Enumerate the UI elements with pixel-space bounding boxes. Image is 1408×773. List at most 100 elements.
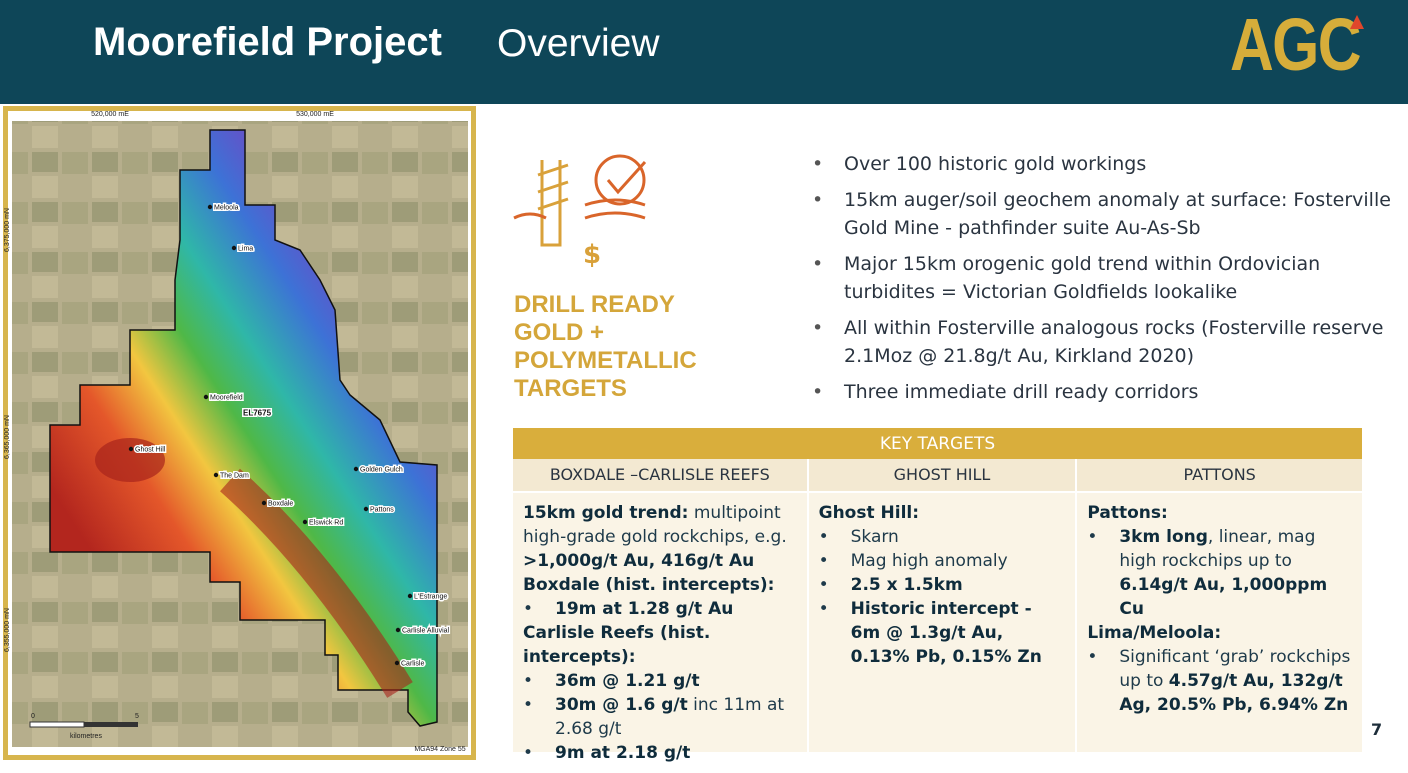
- drill-icon: $: [513, 154, 647, 270]
- place-label: Golden Gulch: [360, 467, 403, 474]
- column-heading: BOXDALE –CARLISLE REEFS: [513, 459, 807, 493]
- place-label: Carlisle: [401, 661, 424, 668]
- column-body: Ghost Hill: Skarn Mag high anomaly 2.5 x 1.…: [809, 493, 1076, 677]
- text-run: 9m at 2.18 g/t: [555, 743, 691, 763]
- text-run: 30m @ 1.6 g/t: [555, 695, 688, 715]
- bullet: Over 100 historic gold workings: [812, 150, 1402, 178]
- text-run: 6.14g/t Au, 1,000ppm Cu: [1119, 575, 1328, 619]
- text-run: Historic intercept - 6m @ 1.3g/t Au, 0.1…: [850, 599, 1042, 667]
- place-label: Elswick Rd: [309, 520, 343, 527]
- table-columns: BOXDALE –CARLISLE REEFS 15km gold trend: …: [513, 459, 1362, 765]
- subtitle: Overview: [497, 22, 660, 65]
- text-run: Ghost Hill:: [818, 503, 920, 523]
- bullet-item: 30m @ 1.6 g/t inc 11m at 2.68 g/t: [523, 693, 797, 741]
- place-dot: [363, 506, 369, 512]
- scale-label: MGA94 Zone 55: [414, 746, 465, 753]
- place-dot: [231, 245, 237, 251]
- place-dot: [394, 660, 400, 666]
- text-run: Significant ‘grab’ rockchips up to: [1119, 647, 1351, 691]
- headline-line: TARGETS: [514, 375, 627, 402]
- page-number: 7: [1371, 720, 1383, 739]
- table-column: BOXDALE –CARLISLE REEFS 15km gold trend: …: [513, 459, 809, 765]
- column-heading: PATTONS: [1077, 459, 1362, 493]
- headline: DRILL READY GOLD + POLYMETALLIC TARGETS: [514, 291, 697, 403]
- logo: AGC: [1230, 3, 1362, 86]
- column-body: Pattons: 3km long, linear, mag high rockc…: [1077, 493, 1362, 725]
- bullet-item: Historic intercept - 6m @ 1.3g/t Au, 0.1…: [819, 597, 1066, 669]
- text-run: Lima/Meloola:: [1087, 623, 1222, 643]
- svg-text:$: $: [583, 240, 601, 270]
- map-labels: 520,000 mE 530,000 mE 6,375,000 mN 6,365,00…: [4, 111, 466, 753]
- text-run: >1,000g/t Au, 416g/t Au: [523, 551, 755, 571]
- text-run: Boxdale (hist. intercepts):: [523, 575, 775, 595]
- text-run: Pattons:: [1087, 503, 1168, 523]
- bullet-item: Significant ‘grab’ rockchips up to 4.57g…: [1087, 645, 1352, 717]
- text-run: Mag high anomaly: [850, 551, 1008, 571]
- bullet-item: 36m @ 1.21 g/t: [523, 669, 797, 693]
- bullet: Major 15km orogenic gold trend within Or…: [812, 250, 1402, 306]
- table-title: KEY TARGETS: [513, 428, 1362, 459]
- bullet-item: Mag high anomaly: [819, 549, 1066, 573]
- place-label: L'Estrange: [414, 594, 447, 601]
- key-targets-table: KEY TARGETS BOXDALE –CARLISLE REEFS 15km …: [513, 428, 1362, 765]
- text-run: 36m @ 1.21 g/t: [555, 671, 700, 691]
- text-run: 3km long: [1119, 527, 1208, 547]
- map: 520,000 mE 530,000 mE 6,375,000 mN 6,365,00…: [3, 106, 476, 760]
- place-dot: [213, 472, 219, 478]
- place-dot: [407, 593, 413, 599]
- text-run: , linear, mag high rockchips up to: [1119, 527, 1316, 571]
- text-run: multipoint high-grade gold rockchips, e.…: [523, 503, 787, 547]
- scale-label: 5: [135, 713, 139, 720]
- text-run: 19m at 1.28 g/t Au: [555, 599, 734, 619]
- place-label: Pattons: [370, 507, 394, 514]
- place-dot: [128, 446, 134, 452]
- bullet: Three immediate drill ready corridors: [812, 378, 1402, 406]
- column-heading: GHOST HILL: [808, 459, 1076, 493]
- table-column: PATTONS Pattons: 3km long, linear, mag hig…: [1077, 459, 1362, 752]
- headline-line: DRILL READY: [514, 291, 675, 318]
- bullet-item: Skarn: [819, 525, 1066, 549]
- scale-label: kilometres: [70, 733, 102, 740]
- grid-label: 520,000 mE: [91, 111, 129, 118]
- paragraph: Ghost Hill:: [819, 501, 1066, 525]
- bullet-item: 2.5 x 1.5km: [819, 573, 1066, 597]
- header: Moorefield Project Overview AGC: [0, 0, 1408, 104]
- scale-label: 0: [31, 713, 35, 720]
- paragraph: Pattons:: [1087, 501, 1352, 525]
- place-label: EL7675: [243, 409, 272, 418]
- column-body: 15km gold trend: multipoint high-grade g…: [513, 493, 807, 773]
- text-run: Skarn: [850, 527, 899, 547]
- grid-label: 6,355,000 mN: [4, 608, 11, 652]
- text-run: 4.57g/t Au, 132g/t Ag, 20.5% Pb, 6.94% Z…: [1119, 671, 1349, 715]
- table-column: GHOST HILL Ghost Hill: Skarn Mag high anoma…: [808, 459, 1078, 752]
- text-run: 2.5 x 1.5km: [850, 575, 963, 595]
- place-dot: [203, 394, 209, 400]
- grid-label: 6,375,000 mN: [4, 208, 11, 252]
- text-run: inc 11m at 2.68 g/t: [555, 695, 785, 739]
- bullet: All within Fosterville analogous rocks (…: [812, 314, 1402, 370]
- place-label: Lima: [238, 246, 253, 253]
- place-label: Moorefield: [210, 395, 243, 402]
- paragraph: Boxdale (hist. intercepts):: [523, 573, 797, 597]
- bullet-item: 9m at 2.18 g/t: [523, 741, 797, 765]
- place-dot: [261, 500, 267, 506]
- headline-line: GOLD +: [514, 319, 605, 346]
- text-run: 15km gold trend:: [523, 503, 689, 523]
- place-dot: [207, 204, 213, 210]
- place-dot: [302, 519, 308, 525]
- place-dot: [353, 466, 359, 472]
- text-run: Carlisle Reefs (hist. intercepts):: [523, 623, 711, 667]
- paragraph: 15km gold trend: multipoint high-grade g…: [523, 501, 797, 573]
- logo-mark: [1350, 15, 1364, 29]
- headline-line: POLYMETALLIC: [514, 347, 697, 374]
- place-label: The Dam: [220, 473, 249, 480]
- place-label: Carlisle Alluvial: [402, 628, 450, 635]
- place-label: Ghost Hill: [135, 447, 166, 454]
- grid-label: 6,365,000 mN: [4, 415, 11, 459]
- paragraph: Carlisle Reefs (hist. intercepts):: [523, 621, 797, 669]
- grid-label: 530,000 mE: [296, 111, 334, 118]
- place-label: Boxdale: [268, 501, 293, 508]
- bullet-item: 19m at 1.28 g/t Au: [523, 597, 797, 621]
- title: Moorefield Project: [93, 20, 442, 64]
